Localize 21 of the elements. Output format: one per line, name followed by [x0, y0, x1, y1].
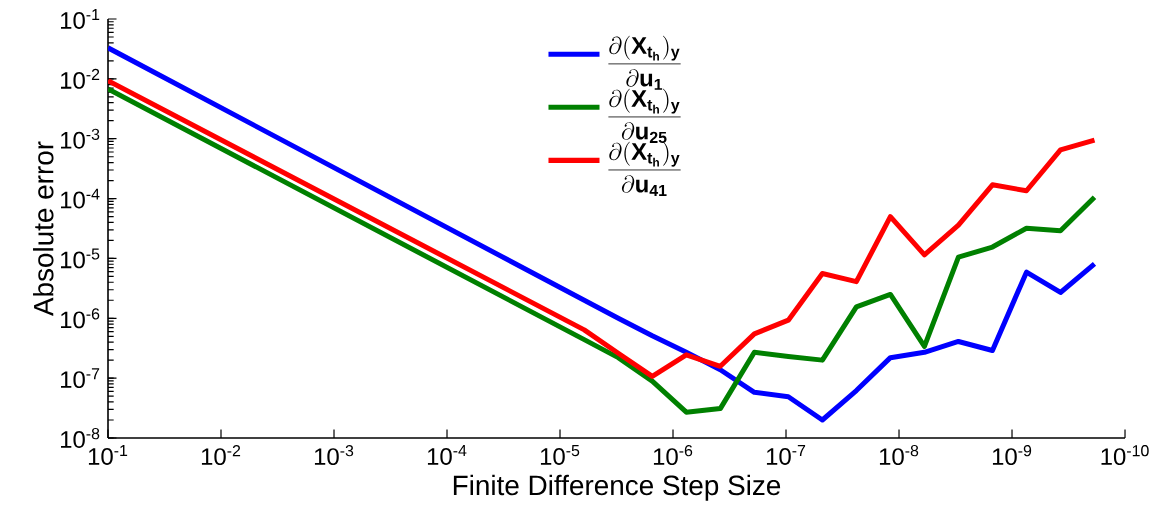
y-tick-label: 10$^{-6}$	[61, 308, 100, 329]
x-axis-title: Finite Difference Step Size	[453, 474, 781, 501]
x-tick-label: 10$^{-6}$	[653, 445, 693, 466]
y-tick-label: 10$^{-4}$	[61, 188, 100, 209]
x-tick-label: 10$^{-4}$	[427, 445, 467, 465]
legend-label: $\frac{\partial(\mathbf{X}_{\mathbf{t}_\mathbf{h}})_\mathbf{y}}{\partial \mathbf{u}_\mathbf{1}}$	[608, 35, 681, 90]
legend-label: $\frac{\partial(\mathbf{X}_{\mathbf{t}_\mathbf{h}})_\mathbf{y}}{\partial \mathbf{u}_\mathbf{25}}$	[608, 88, 681, 144]
x-tick-label: 10$^{-5}$	[540, 445, 580, 465]
x-tick-label: 10$^{-8}$	[879, 445, 919, 466]
x-tick-label: 10$^{-2}$	[201, 445, 241, 466]
y-tick-label: 10$^{-1}$	[61, 9, 100, 29]
x-tick-label: 10$^{-7}$	[766, 445, 806, 465]
y-axis-title: Absolute error	[33, 141, 54, 317]
y-tick-label: 10$^{-7}$	[61, 368, 100, 389]
x-tick-label: 10$^{-3}$	[314, 445, 354, 466]
y-tick-label: 10$^{-5}$	[61, 248, 100, 269]
x-tick-label: 10$^{-9}$	[992, 445, 1032, 466]
y-tick-label: 10$^{-2}$	[61, 68, 100, 89]
y-tick-label: 10$^{-3}$	[61, 128, 100, 149]
x-tick-label: 10$^{-10}$	[1101, 445, 1149, 466]
legend-label: $\frac{\partial(\mathbf{X}_{\mathbf{t}_\mathbf{h}})_\mathbf{y}}{\partial \mathbf{u}_\mathbf{41}}$	[608, 141, 681, 196]
